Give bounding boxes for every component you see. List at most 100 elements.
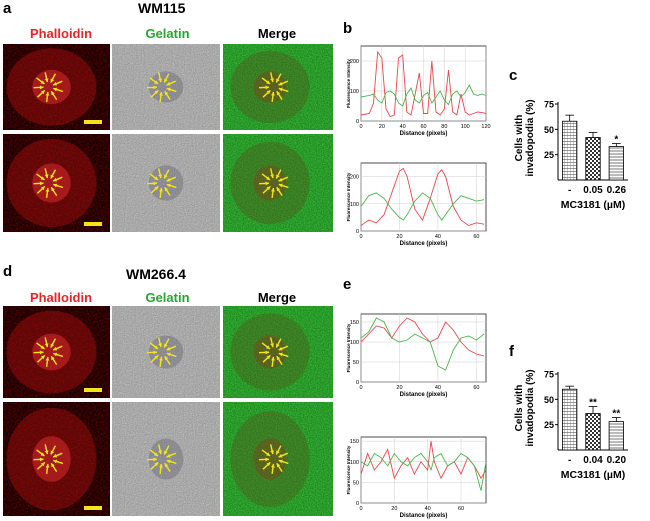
y-tick-label: 25 (544, 150, 554, 160)
y-tick-label: 0 (356, 380, 359, 386)
x-tick-label: 20 (391, 506, 397, 512)
cell-line-title-bottom: WM266.4 (126, 266, 186, 282)
trace-red (360, 441, 487, 480)
significance-mark: * (614, 135, 618, 146)
column-header-phalloidin-top: Phalloidin (29, 26, 93, 41)
y-tick-label: 200 (350, 59, 359, 65)
x-tick-label: 80 (441, 124, 447, 130)
x-axis-label: MC3181 (µM) (561, 199, 625, 211)
x-tick-label: 0 (359, 506, 362, 512)
micrograph-r3-c1 (3, 306, 110, 398)
cell-line-title-top: WM115 (138, 0, 186, 16)
y-tick-label: 100 (350, 340, 359, 346)
column-header-phalloidin-bottom: Phalloidin (29, 290, 93, 305)
y-axis-label: Fluorescence Intensity (346, 323, 351, 372)
y-tick-label: 150 (350, 320, 359, 326)
bar-chart-c: 25 50 75 - 0.05 * 0.26 MC3181 (µM) Cells withinv… (514, 99, 628, 211)
x-axis-label: Distance (pixels) (400, 131, 448, 137)
y-tick-label: 25 (544, 420, 554, 430)
bar (562, 388, 578, 451)
panel-letter-b: b (343, 20, 353, 37)
y-axis-label: Cells withinvadopodia (%) (514, 369, 536, 446)
y-tick-label: 75 (544, 100, 554, 110)
bar (585, 137, 601, 181)
significance-mark: ** (589, 397, 597, 408)
x-tick-label: 0 (359, 124, 362, 130)
micrograph-r1-c1 (3, 44, 110, 130)
y-tick-label: 200 (350, 175, 359, 181)
y-axis-label: Fluorescence Intensity (346, 445, 351, 494)
x-axis-label: Distance (pixels) (400, 241, 448, 247)
micrograph-r2-c3 (223, 134, 333, 232)
plot-frame (360, 436, 487, 504)
micrograph-r4-c1 (3, 402, 110, 516)
x-tick-label: 60 (458, 506, 464, 512)
x-tick-label: 60 (420, 124, 426, 130)
line-chart-e-bottom: 0 20 40 60 0 50 100 150 Distance (pixels) Fluores… (346, 436, 487, 519)
column-header-merge-top: Merge (257, 26, 297, 41)
bar (562, 120, 578, 181)
bar (585, 413, 601, 451)
y-tick-label: 100 (350, 202, 359, 208)
scale-bar (84, 506, 102, 510)
y-tick-label: 50 (544, 395, 554, 405)
y-tick-label: 100 (350, 89, 359, 95)
y-axis-label: Fluorescence Intensity (346, 59, 351, 108)
x-axis-label: Distance (pixels) (400, 513, 448, 519)
micrograph-r1-c2 (112, 44, 220, 130)
trace-red (360, 317, 485, 357)
micrograph-r2-c1 (3, 134, 110, 232)
trace-green (360, 317, 485, 371)
line-chart-b-bottom: 0 20 40 60 0 100 200 Distance (pixels) Fluoresce… (346, 162, 487, 247)
x-tick-label: 20 (379, 124, 385, 130)
y-axis-label: Fluorescence Intensity (346, 172, 351, 221)
x-axis-label: Distance (pixels) (400, 392, 448, 398)
x-tick-label: 0.20 (607, 455, 627, 466)
micrograph-r2-c2 (112, 134, 220, 232)
y-tick-label: 150 (350, 439, 359, 445)
column-header-gelatin-bottom: Gelatin (145, 290, 190, 305)
scale-bar (84, 222, 102, 226)
y-axis-label: Cells withinvadopodia (%) (514, 99, 536, 176)
y-tick-label: 50 (544, 125, 554, 135)
x-tick-label: 60 (473, 234, 479, 240)
micrograph-r3-c2 (112, 306, 220, 398)
significance-mark: ** (612, 409, 620, 420)
x-tick-label: 60 (473, 385, 479, 391)
x-tick-label: 120 (481, 124, 490, 130)
x-tick-label: 40 (435, 385, 441, 391)
micrograph-r4-c3 (223, 402, 333, 516)
y-tick-label: 100 (350, 460, 359, 466)
plot-frame (360, 162, 487, 232)
x-tick-label: 0 (359, 385, 362, 391)
scale-bar (84, 120, 102, 124)
micrograph-r3-c3 (223, 306, 333, 398)
trace-red (360, 50, 487, 118)
x-tick-label: - (568, 185, 571, 196)
column-header-merge-bottom: Merge (257, 290, 297, 305)
micrograph-r1-c3 (223, 44, 333, 130)
y-tick-label: 0 (356, 229, 359, 235)
scale-bar (84, 388, 102, 392)
x-tick-label: 40 (425, 506, 431, 512)
panel-letter-f: f (509, 343, 514, 360)
x-tick-label: 20 (396, 234, 402, 240)
x-axis-label: MC3181 (µM) (561, 469, 625, 481)
y-tick-label: 0 (356, 501, 359, 507)
x-tick-label: 20 (396, 385, 402, 391)
panel-letter-d: d (3, 263, 13, 280)
x-tick-label: 100 (461, 124, 470, 130)
plot-frame (360, 313, 487, 383)
line-chart-e-top: 0 20 40 60 0 50 100 150 Distance (pixels) Fluores… (346, 313, 487, 398)
x-tick-label: 0 (359, 234, 362, 240)
x-tick-label: 40 (435, 234, 441, 240)
y-tick-label: 50 (353, 360, 359, 366)
trace-green (360, 452, 487, 491)
trace-red (360, 167, 485, 227)
x-tick-label: 0.04 (583, 455, 603, 466)
x-tick-label: 0.05 (583, 185, 603, 196)
trace-green (360, 84, 487, 107)
x-tick-label: 40 (400, 124, 406, 130)
